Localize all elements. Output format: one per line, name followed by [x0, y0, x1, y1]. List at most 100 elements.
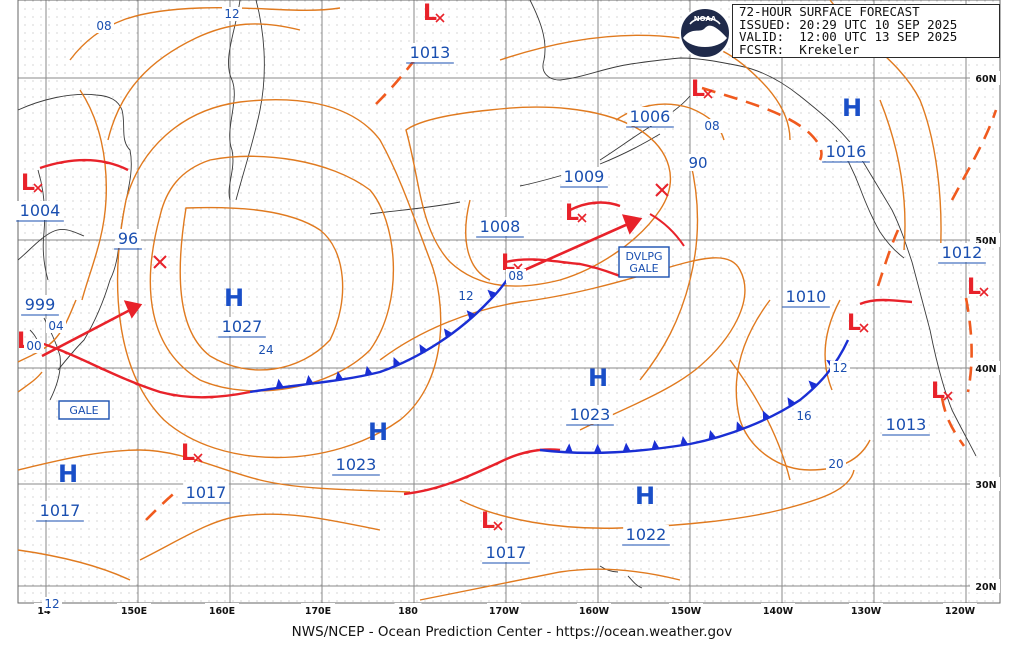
isobar	[179, 206, 344, 371]
cold-front-triangle	[622, 442, 631, 452]
low-pressure-value: 1009	[560, 167, 608, 188]
svg-text:120W: 120W	[945, 606, 976, 617]
svg-text:90: 90	[688, 154, 707, 172]
low-symbol: L	[423, 1, 437, 26]
low-pressure-value: 1017	[182, 483, 230, 504]
svg-text:30N: 30N	[975, 480, 996, 491]
longitude-label: 170W	[487, 603, 521, 617]
low-pressure-center: L	[481, 509, 503, 534]
map-background	[18, 0, 1000, 603]
latitude-label: 40N	[970, 361, 1000, 375]
low-pressure-value: 1010	[782, 287, 830, 308]
isobar-value-label: 12	[830, 361, 850, 375]
svg-text:08: 08	[96, 19, 111, 33]
longitude-label: 130W	[849, 603, 883, 617]
svg-text:40N: 40N	[975, 364, 996, 375]
svg-text:NOAA: NOAA	[694, 15, 717, 23]
isobar	[879, 99, 906, 251]
svg-text:14: 14	[37, 606, 51, 617]
svg-text:16: 16	[796, 409, 811, 423]
low-pressure-center: L	[423, 1, 445, 26]
low-pressure-value: 1017	[482, 543, 530, 564]
warm-front-semicircle	[133, 382, 141, 386]
longitude-label: 150W	[669, 603, 703, 617]
low-pressure-value: 1006	[626, 107, 674, 128]
warm-front	[29, 338, 251, 399]
isobar-value-label: 08	[94, 19, 114, 33]
svg-text:130W: 130W	[851, 606, 882, 617]
warm-front-semicircle	[588, 265, 597, 269]
cold-front-triangle	[680, 436, 689, 446]
svg-text:1006: 1006	[630, 107, 671, 126]
isobar	[17, 299, 77, 363]
track-arrow	[41, 308, 131, 358]
isobar-value-label: 90	[688, 154, 708, 172]
high-symbol: H	[635, 482, 655, 510]
svg-text:170E: 170E	[305, 606, 331, 617]
low-symbol: L	[847, 311, 861, 336]
high-symbol: H	[58, 460, 78, 488]
isobar	[79, 89, 107, 301]
high-pressure-value: 1027	[218, 317, 266, 338]
cold-front-triangle	[708, 429, 717, 440]
svg-text:1009: 1009	[564, 167, 605, 186]
svg-text:DVLPG: DVLPG	[625, 250, 662, 263]
svg-text:60N: 60N	[975, 74, 996, 85]
pressure-value: 96	[114, 229, 142, 250]
svg-text:20: 20	[828, 457, 843, 471]
svg-text:24: 24	[258, 343, 273, 357]
svg-text:180: 180	[398, 606, 418, 617]
isobar-value-label: 12	[42, 597, 62, 611]
svg-text:GALE: GALE	[69, 404, 98, 417]
low-symbol: L	[931, 379, 945, 404]
cold-front-triangle	[736, 421, 744, 432]
low-pressure-center: L	[21, 171, 43, 196]
low-pressure-value: 1008	[476, 217, 524, 238]
cold-front-triangle	[762, 410, 771, 421]
low-pressure-value: 999	[21, 295, 59, 316]
bc-coast	[835, 139, 905, 259]
latitude-label: 20N	[970, 579, 1000, 593]
svg-text:1008: 1008	[480, 217, 521, 236]
cold-front-triangle	[787, 397, 796, 408]
isobar	[149, 155, 395, 392]
cold-front	[249, 271, 514, 394]
cold-front-triangle	[305, 375, 314, 385]
low-symbol: L	[181, 441, 195, 466]
svg-text:999: 999	[25, 295, 56, 314]
warm-front-semicircle	[57, 161, 66, 164]
high-pressure-value: 1016	[822, 142, 870, 163]
isobar	[419, 568, 681, 601]
cold-front-triangle	[419, 344, 428, 354]
isobar-value-label: 04	[46, 319, 66, 333]
track-arrowhead	[123, 300, 143, 319]
isobar	[729, 359, 791, 481]
svg-text:1004: 1004	[20, 201, 61, 220]
cold-front-triangle	[808, 380, 818, 390]
track-arrow	[519, 222, 629, 274]
svg-text:160W: 160W	[579, 606, 610, 617]
low-pressure-center: L	[691, 77, 713, 102]
warm-front	[859, 298, 913, 306]
storm-track-arrows	[41, 214, 643, 358]
svg-text:1027: 1027	[222, 317, 263, 336]
longitude-label: 150E	[117, 603, 151, 617]
high-pressure-value: 1017	[36, 501, 84, 522]
low-pressure-center: L	[967, 275, 989, 300]
svg-text:12: 12	[44, 597, 59, 611]
svg-text:1012: 1012	[942, 243, 983, 262]
warm-front-semicircle	[102, 161, 111, 165]
longitude-label: 120W	[943, 603, 977, 617]
isobar	[405, 106, 672, 287]
warm-front	[569, 201, 621, 212]
warm-front	[403, 448, 561, 496]
cold-front-triangle	[335, 371, 344, 381]
trough	[375, 57, 418, 105]
warm-front-semicircle	[493, 461, 501, 466]
svg-text:GALE: GALE	[629, 262, 658, 275]
svg-text:140W: 140W	[763, 606, 794, 617]
svg-text:1017: 1017	[486, 543, 527, 562]
isobar	[824, 299, 841, 391]
